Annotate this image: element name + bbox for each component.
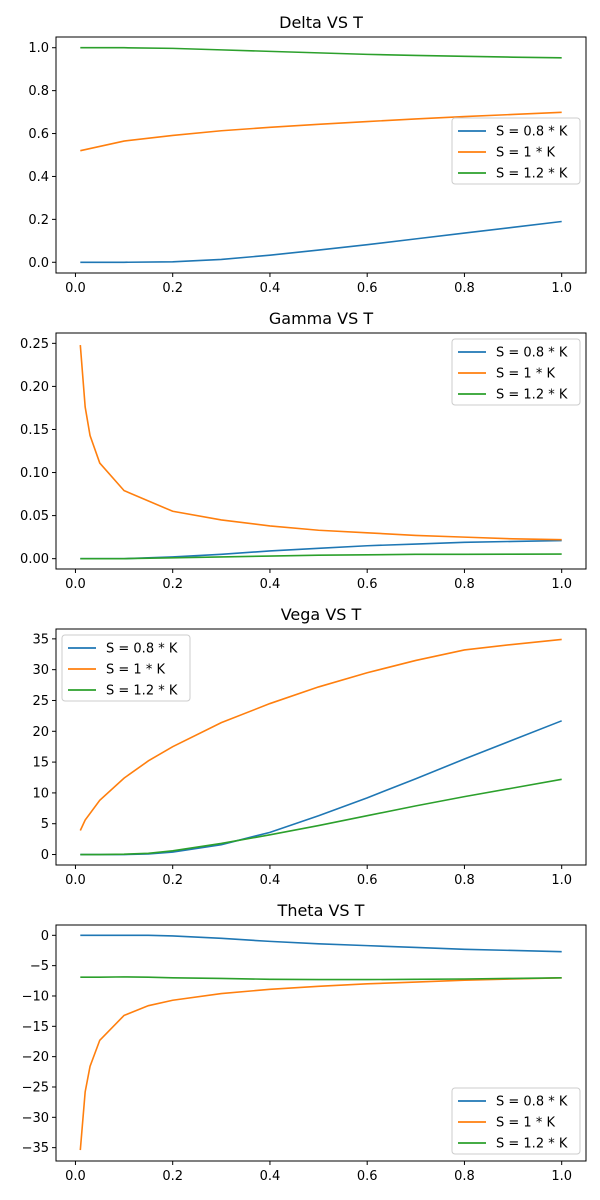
y-tick-label: 20 [32, 725, 49, 740]
x-tick-label: 0.4 [260, 873, 281, 888]
x-tick-label: 0.8 [454, 577, 475, 592]
legend-label: S = 1 * K [496, 367, 555, 382]
y-tick-label: −20 [22, 1050, 49, 1065]
series-line-2 [80, 778, 562, 856]
legend-label: S = 1.2 * K [496, 167, 568, 182]
series-line-2 [80, 553, 562, 560]
plot-title: Theta VS T [277, 901, 365, 920]
x-tick-label: 1.0 [551, 281, 572, 296]
y-tick-label: 0.8 [28, 84, 49, 99]
legend-box [451, 1087, 581, 1155]
series-line-1 [79, 638, 562, 831]
x-tick-label: 0.6 [357, 281, 378, 296]
x-tick-label: 0.2 [162, 577, 183, 592]
plot-title: Delta VS T [279, 13, 363, 32]
y-tick-label: −25 [22, 1080, 49, 1095]
y-tick-label: 0.4 [28, 170, 49, 185]
subplot-delta: Delta VS T 0.0 0.2 0.4 0.6 0.8 1.0 0.0 0.2 0.4 0.6… [28, 13, 587, 296]
x-tick-label: 0.0 [65, 1169, 86, 1184]
x-tick-label: 0.4 [260, 1169, 281, 1184]
x-tick-label: 0.2 [162, 1169, 183, 1184]
legend-label: S = 0.8 * K [106, 642, 178, 657]
subplot-theta: Theta VS T 0.0 0.2 0.4 0.6 0.8 1.0 0 −5 −10 −15 −20… [22, 901, 587, 1184]
y-tick-label: 0.10 [20, 466, 49, 481]
legend-label: S = 1 * K [496, 1116, 555, 1131]
x-tick-label: 1.0 [551, 577, 572, 592]
series-line-2 [80, 976, 562, 981]
y-tick-label: −10 [22, 989, 49, 1004]
legend-label: S = 1.2 * K [106, 684, 178, 699]
x-tick-label: 0.0 [65, 281, 86, 296]
x-tick-label: 0.6 [357, 577, 378, 592]
axes-frame [55, 628, 587, 866]
legend: S = 0.8 * K S = 1 * K S = 1.2 * K [451, 117, 581, 185]
y-tick-label: 0.25 [20, 337, 49, 352]
y-tick-label: −35 [22, 1141, 49, 1156]
y-tick-label: −5 [30, 959, 49, 974]
legend-label: S = 0.8 * K [496, 346, 568, 361]
legend: S = 0.8 * K S = 1 * K S = 1.2 * K [451, 338, 581, 406]
x-tick-label: 0.2 [162, 873, 183, 888]
y-tick-label: 15 [32, 756, 49, 771]
legend: S = 0.8 * K S = 1 * K S = 1.2 * K [451, 1087, 581, 1155]
y-tick-label: −15 [22, 1020, 49, 1035]
x-tick-label: 0.8 [454, 281, 475, 296]
legend: S = 0.8 * K S = 1 * K S = 1.2 * K [61, 634, 191, 702]
x-tick-label: 0.6 [357, 873, 378, 888]
series-line-1 [80, 111, 562, 152]
x-tick-label: 0.0 [65, 873, 86, 888]
x-tick-label: 0.2 [162, 281, 183, 296]
y-tick-label: 0.6 [28, 127, 49, 142]
series-line-2 [80, 46, 562, 59]
y-tick-label: 5 [41, 817, 49, 832]
subplot-gamma: Gamma VS T 0.0 0.2 0.4 0.6 0.8 1.0 0.00 0.05 0.10… [20, 309, 587, 592]
plot-title: Vega VS T [281, 605, 362, 624]
plot-title: Gamma VS T [269, 309, 373, 328]
y-tick-label: 0.2 [28, 213, 49, 228]
x-tick-label: 0.0 [65, 577, 86, 592]
series-line-0 [80, 720, 562, 856]
axes-frame [55, 924, 587, 1162]
y-tick-label: 0.15 [20, 423, 49, 438]
y-tick-label: 0.20 [20, 380, 49, 395]
legend-label: S = 1.2 * K [496, 1137, 568, 1152]
y-tick-label: 25 [32, 694, 49, 709]
x-tick-label: 0.8 [454, 1169, 475, 1184]
y-tick-label: 0 [41, 848, 49, 863]
legend-label: S = 0.8 * K [496, 125, 568, 140]
y-tick-label: −30 [22, 1111, 49, 1126]
x-tick-label: 0.4 [260, 281, 281, 296]
y-tick-label: 0.0 [28, 256, 49, 271]
y-tick-label: 30 [32, 663, 49, 678]
x-tick-label: 0.8 [454, 873, 475, 888]
axes-frame [55, 332, 587, 570]
y-tick-label: 35 [32, 632, 49, 647]
legend-label: S = 1.2 * K [496, 388, 568, 403]
legend-label: S = 1 * K [496, 146, 555, 161]
y-tick-label: 0.00 [20, 552, 49, 567]
y-tick-label: 0 [41, 929, 49, 944]
series-line-0 [80, 934, 562, 953]
y-tick-label: 1.0 [28, 41, 49, 56]
legend-box [451, 117, 581, 185]
axes-frame [55, 36, 587, 274]
x-tick-label: 1.0 [551, 873, 572, 888]
legend-box [451, 338, 581, 406]
subplot-vega: Vega VS T 0.0 0.2 0.4 0.6 0.8 1.0 0 5 10 15 20 25 30 3… [32, 605, 587, 888]
legend-label: S = 0.8 * K [496, 1095, 568, 1110]
y-tick-label: 10 [32, 786, 49, 801]
series-line-1 [79, 344, 562, 541]
x-tick-label: 0.4 [260, 577, 281, 592]
x-tick-label: 1.0 [551, 1169, 572, 1184]
legend-box [61, 634, 191, 702]
x-tick-label: 0.6 [357, 1169, 378, 1184]
series-line-0 [80, 220, 562, 264]
series-line-1 [79, 976, 562, 1151]
y-tick-label: 0.05 [20, 509, 49, 524]
legend-label: S = 1 * K [106, 663, 165, 678]
